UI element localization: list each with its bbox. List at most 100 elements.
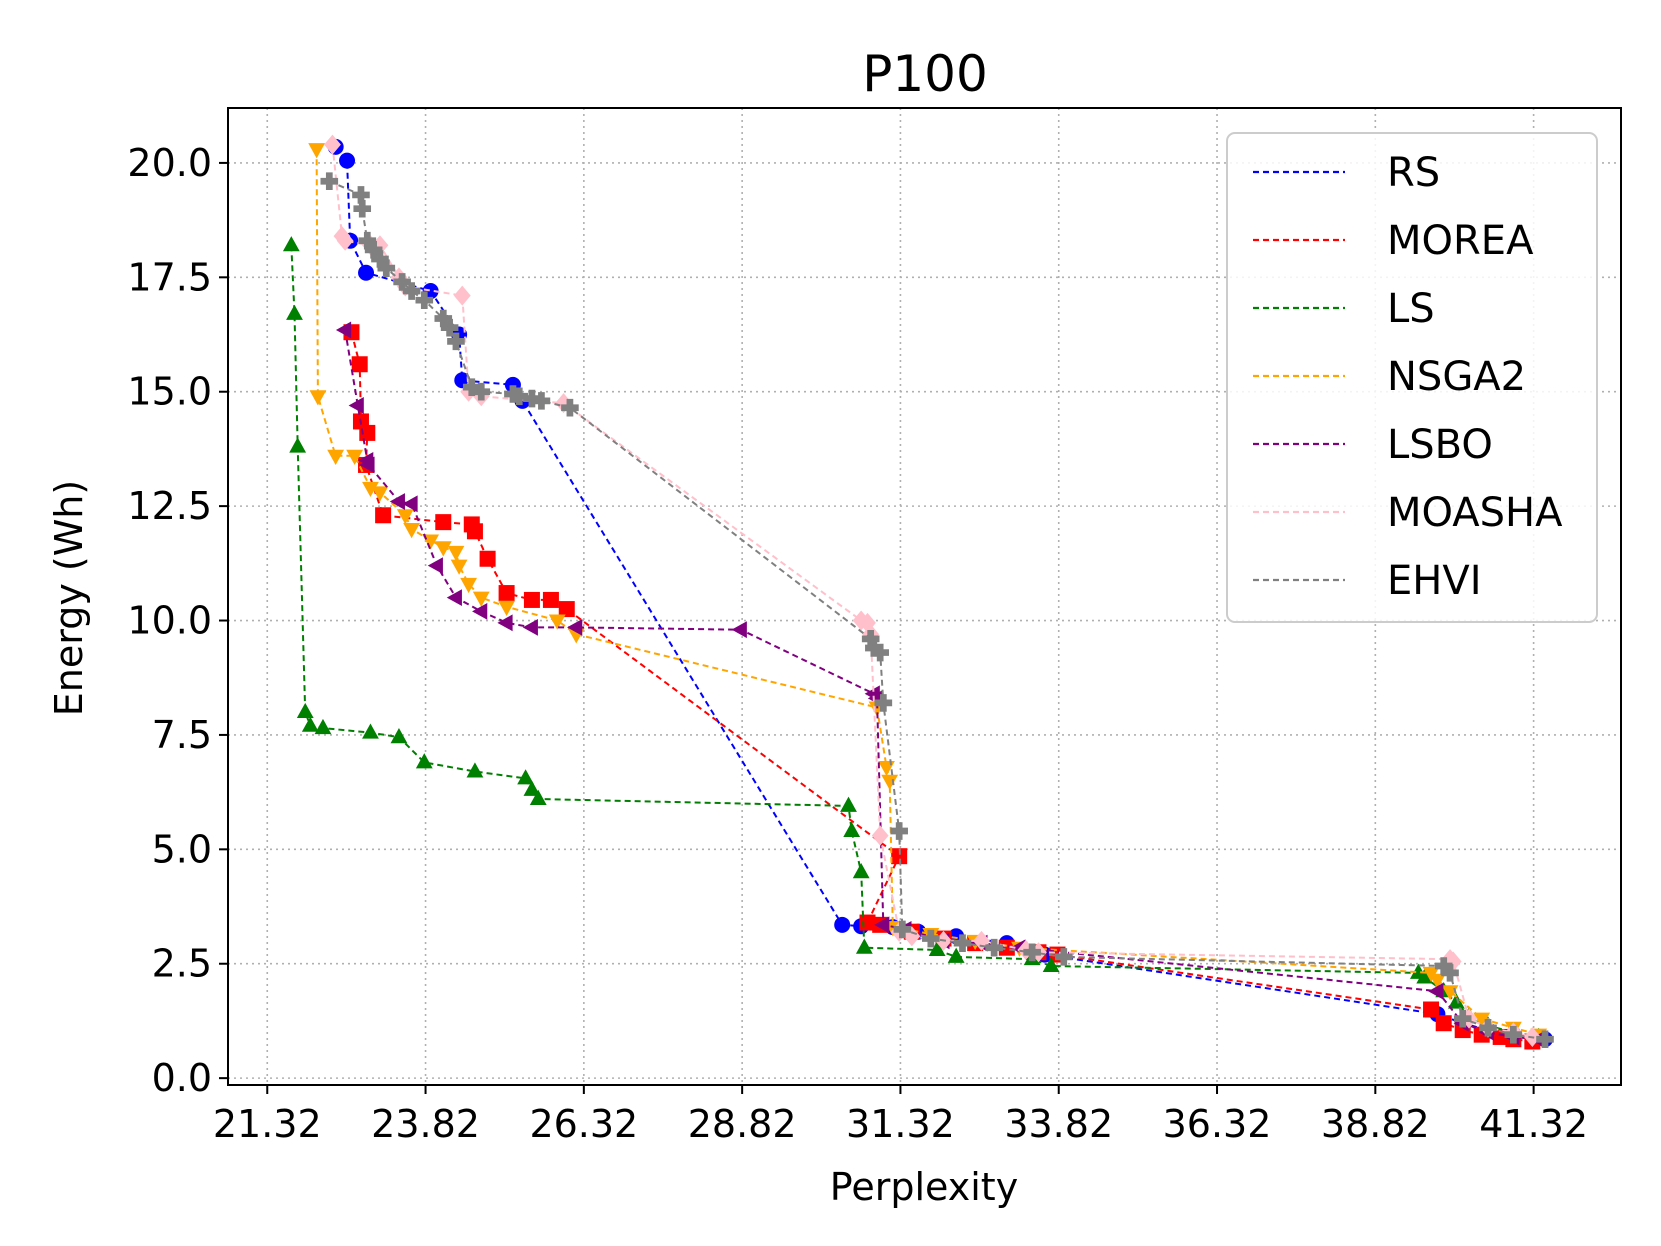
point-ehvi: [871, 643, 889, 662]
point-lsbo: [389, 493, 405, 510]
y-tick-label: 20.0: [127, 141, 212, 185]
legend-label-morea: MOREA: [1387, 218, 1534, 264]
y-axis-label: Energy (Wh): [47, 480, 91, 716]
plot-frame: [227, 107, 1622, 1086]
point-lsbo: [427, 557, 443, 575]
point-nsga2: [346, 449, 364, 465]
point-nsga2: [403, 523, 421, 539]
legend-frame: [1226, 132, 1598, 623]
legend: RS MOREA LS NSGA2 LSBO MOASHA EHVI: [1226, 132, 1598, 623]
point-ls: [523, 780, 541, 796]
point-nsga2: [447, 545, 465, 562]
point-morea: [891, 848, 908, 865]
point-ls: [843, 821, 861, 838]
point-morea: [1423, 1001, 1440, 1018]
point-ehvi: [861, 630, 880, 648]
point-lsbo: [472, 602, 488, 620]
point-ehvi: [890, 822, 908, 840]
point-ls: [529, 789, 547, 805]
point-ls: [1042, 956, 1060, 973]
point-moasha: [453, 285, 471, 306]
x-axis: 21.32 23.82 26.32 28.82 31.32 33.82 36.32 38.82…: [213, 1085, 1588, 1146]
point-ehvi: [1023, 943, 1041, 962]
point-ehvi: [953, 934, 972, 952]
x-tick-label: 28.82: [688, 1102, 797, 1146]
legend-label-ls: LS: [1387, 286, 1435, 332]
point-nsga2: [308, 143, 326, 159]
point-ehvi: [447, 332, 465, 351]
x-tick-label: 26.32: [529, 1102, 638, 1146]
point-ls: [855, 938, 873, 954]
point-lsbo: [1428, 982, 1444, 1000]
y-tick-label: 7.5: [152, 713, 212, 757]
series-ehvi: [320, 172, 1554, 1049]
point-ehvi: [320, 172, 339, 191]
point-ehvi: [1536, 1030, 1554, 1049]
plot-area: [282, 134, 1554, 1050]
legend-label-nsga2: NSGA2: [1387, 354, 1526, 400]
point-morea: [542, 591, 559, 608]
point-ls: [1447, 993, 1465, 1009]
point-ehvi: [353, 199, 372, 218]
chart-title: P100: [862, 45, 988, 103]
point-nsga2: [1428, 973, 1446, 989]
point-ehvi: [1453, 1009, 1472, 1028]
point-ls: [415, 753, 433, 769]
point-morea: [479, 550, 496, 567]
point-ehvi: [371, 250, 389, 268]
point-nsga2: [362, 481, 379, 498]
point-nsga2: [881, 774, 899, 790]
legend-label-rs: RS: [1387, 150, 1440, 196]
point-ehvi: [1055, 948, 1073, 966]
point-nsga2: [371, 486, 389, 502]
point-moasha: [871, 825, 889, 846]
point-morea: [359, 424, 376, 441]
point-ls: [390, 728, 408, 744]
y-axis: 0.0 2.5 5.0 7.5 10.0 12.5 15.0 17.5 20.0: [127, 141, 228, 1100]
y-tick-label: 15.0: [127, 370, 212, 414]
point-ls: [286, 304, 303, 320]
point-lsbo: [567, 618, 583, 636]
point-ls: [362, 723, 379, 739]
point-ehvi: [1479, 1018, 1497, 1037]
point-morea: [375, 507, 392, 524]
point-lsbo: [402, 495, 418, 513]
point-ehvi: [415, 291, 434, 309]
point-lsbo: [522, 618, 538, 636]
y-tick-label: 2.5: [152, 942, 212, 986]
x-tick-label: 38.82: [1321, 1102, 1430, 1146]
point-ls: [1416, 968, 1434, 984]
point-lsbo: [731, 621, 747, 639]
point-lsbo: [874, 916, 890, 934]
y-tick-label: 10.0: [127, 599, 212, 643]
point-morea: [351, 356, 368, 373]
point-ls: [314, 718, 332, 735]
y-tick-label: 0.0: [152, 1056, 212, 1100]
legend-label-moasha: MOASHA: [1387, 490, 1563, 536]
point-ehvi: [358, 231, 377, 250]
point-ls: [840, 796, 857, 812]
point-lsbo: [497, 614, 513, 632]
point-nsga2: [450, 559, 468, 575]
point-ls: [289, 437, 307, 453]
point-morea: [523, 591, 540, 608]
point-lsbo: [348, 397, 364, 414]
point-morea: [435, 514, 452, 531]
point-nsga2: [1473, 1012, 1491, 1028]
point-morea: [1435, 1015, 1452, 1032]
x-axis-label: Perplexity: [830, 1165, 1018, 1209]
point-morea: [498, 585, 515, 602]
point-nsga2: [327, 449, 345, 465]
x-tick-label: 31.32: [846, 1102, 955, 1146]
point-moasha: [324, 134, 341, 155]
point-morea: [558, 601, 575, 618]
point-ls: [282, 236, 300, 252]
point-ehvi: [1434, 957, 1453, 975]
point-ehvi: [364, 241, 383, 259]
point-lsbo: [335, 321, 352, 339]
point-ehvi: [922, 929, 940, 948]
point-ehvi: [1441, 964, 1459, 982]
point-rs: [834, 916, 851, 933]
point-ehvi: [472, 382, 491, 401]
